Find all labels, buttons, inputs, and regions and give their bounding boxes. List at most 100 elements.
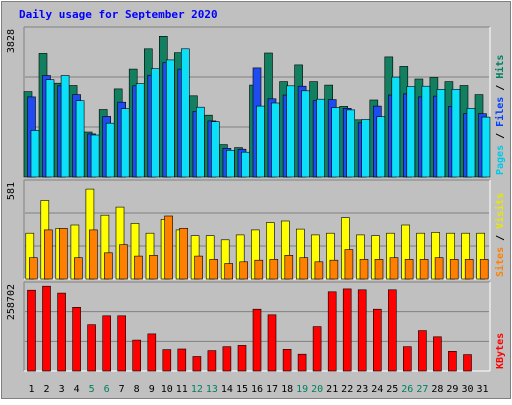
legend-entry: / — [495, 127, 506, 145]
bar-sites-day-23 — [359, 259, 369, 280]
bar-kbytes-day-18 — [282, 348, 292, 372]
bar-sites-day-2 — [43, 229, 53, 280]
bar-sites-day-30 — [464, 259, 474, 280]
bar-sites-day-21 — [329, 259, 339, 280]
bar-sites-day-19 — [299, 257, 309, 280]
bar-kbytes-day-29 — [448, 350, 457, 372]
bar-sites-day-17 — [269, 259, 279, 280]
bar-sites-day-7 — [119, 244, 128, 280]
x-tick-label-day-13: 13 — [206, 384, 218, 395]
bar-pages-day-6 — [105, 122, 115, 178]
bar-pages-day-16 — [256, 105, 265, 178]
bar-sites-day-1 — [28, 257, 38, 280]
x-tick-label-day-26: 26 — [401, 384, 413, 395]
x-tick-label-day-11: 11 — [176, 384, 188, 395]
legend-entry: / — [495, 229, 506, 247]
panel-scale-label: 258702 — [6, 284, 17, 320]
bar-sites-day-22 — [344, 249, 354, 280]
x-tick-label-day-25: 25 — [386, 384, 398, 395]
bar-kbytes-day-22 — [342, 288, 352, 372]
bar-sites-day-15 — [239, 261, 248, 280]
x-tick-label-day-5: 5 — [89, 384, 95, 395]
bar-pages-day-27 — [421, 85, 431, 178]
chart-panels: 3828 Pages / Files / Hits 581 Sites / Visit… — [6, 26, 506, 372]
bar-kbytes-day-16 — [252, 308, 262, 372]
bar-pages-day-9 — [151, 68, 160, 178]
legend-entry: Sites — [494, 247, 506, 277]
x-tick-label-day-18: 18 — [281, 384, 293, 395]
bar-pages-day-15 — [241, 151, 250, 178]
bar-sites-day-26 — [404, 259, 414, 280]
x-tick-label-day-24: 24 — [371, 384, 383, 395]
x-tick-label-day-16: 16 — [251, 384, 263, 395]
bar-kbytes-day-3 — [57, 292, 66, 372]
bar-sites-day-14 — [224, 263, 233, 280]
bar-kbytes-day-5 — [87, 324, 96, 372]
bar-sites-day-3 — [58, 228, 68, 280]
bar-pages-day-20 — [316, 98, 325, 178]
bar-sites-day-28 — [434, 257, 444, 280]
bar-kbytes-day-19 — [297, 353, 307, 372]
x-tick-label-day-23: 23 — [356, 384, 368, 395]
bar-sites-day-27 — [419, 259, 429, 280]
bar-sites-day-9 — [149, 255, 158, 280]
bar-kbytes-day-8 — [132, 339, 141, 372]
x-tick-label-day-29: 29 — [446, 384, 458, 395]
x-tick-label-day-2: 2 — [43, 384, 49, 395]
bar-pages-day-2 — [45, 79, 55, 178]
bar-pages-day-3 — [60, 75, 70, 178]
panel-legend: Pages / Files / Hits — [494, 55, 506, 175]
bar-pages-day-1 — [30, 130, 40, 178]
bar-kbytes-day-15 — [237, 345, 247, 372]
bar-kbytes-day-2 — [42, 285, 51, 372]
x-tick-label-day-21: 21 — [326, 384, 338, 395]
chart-title: Daily usage for September 2020 — [19, 8, 218, 21]
bar-pages-day-25 — [391, 76, 401, 178]
x-tick-label-day-8: 8 — [134, 384, 140, 395]
bar-sites-day-5 — [89, 229, 98, 280]
x-tick-label-day-7: 7 — [119, 384, 125, 395]
bar-kbytes-day-25 — [387, 289, 397, 372]
bar-kbytes-day-11 — [177, 348, 187, 372]
bar-kbytes-day-6 — [102, 315, 111, 372]
panel-sites-visits: 581 Sites / Visits — [6, 179, 506, 280]
x-tick-label-day-17: 17 — [266, 384, 278, 395]
bar-kbytes-day-12 — [192, 356, 202, 372]
x-tick-label-day-28: 28 — [431, 384, 443, 395]
bar-pages-day-4 — [75, 100, 85, 178]
bar-kbytes-day-9 — [147, 333, 157, 372]
x-tick-label-day-3: 3 — [59, 384, 65, 395]
bar-pages-day-17 — [271, 102, 280, 178]
x-tick-label-day-1: 1 — [28, 384, 34, 395]
bar-sites-day-18 — [284, 255, 294, 280]
bar-pages-day-28 — [436, 89, 446, 178]
x-axis-labels: 1 2 3 4 5 6 7 8 9 10 11 12 13 14 15 16 17 18 19 20 21 22 23 24 2… — [28, 384, 488, 395]
x-tick-label-day-19: 19 — [296, 384, 308, 395]
bar-kbytes-day-1 — [27, 289, 36, 372]
bar-kbytes-day-10 — [162, 349, 172, 372]
bar-pages-day-19 — [301, 90, 310, 178]
bar-kbytes-day-27 — [418, 330, 427, 372]
bar-pages-day-18 — [286, 85, 295, 178]
x-tick-label-day-20: 20 — [311, 384, 323, 395]
bar-pages-day-13 — [211, 121, 220, 178]
x-tick-label-day-12: 12 — [191, 384, 203, 395]
x-tick-label-day-9: 9 — [149, 384, 155, 395]
bar-pages-day-10 — [166, 59, 175, 178]
bar-pages-day-31 — [481, 116, 491, 178]
bar-sites-day-10 — [164, 215, 173, 280]
panel-pages-files-hits: 3828 Pages / Files / Hits — [6, 26, 506, 178]
bar-sites-day-12 — [194, 255, 203, 280]
bar-kbytes-day-13 — [207, 350, 217, 372]
bar-pages-day-23 — [361, 119, 371, 178]
bar-pages-day-14 — [226, 150, 235, 178]
x-tick-label-day-27: 27 — [416, 384, 428, 395]
bar-sites-day-6 — [104, 252, 113, 280]
bar-pages-day-8 — [135, 83, 145, 178]
x-tick-label-day-31: 31 — [476, 384, 488, 395]
legend-entry: Visits — [494, 193, 506, 229]
bar-sites-day-29 — [449, 259, 459, 280]
bar-sites-day-31 — [479, 259, 489, 280]
